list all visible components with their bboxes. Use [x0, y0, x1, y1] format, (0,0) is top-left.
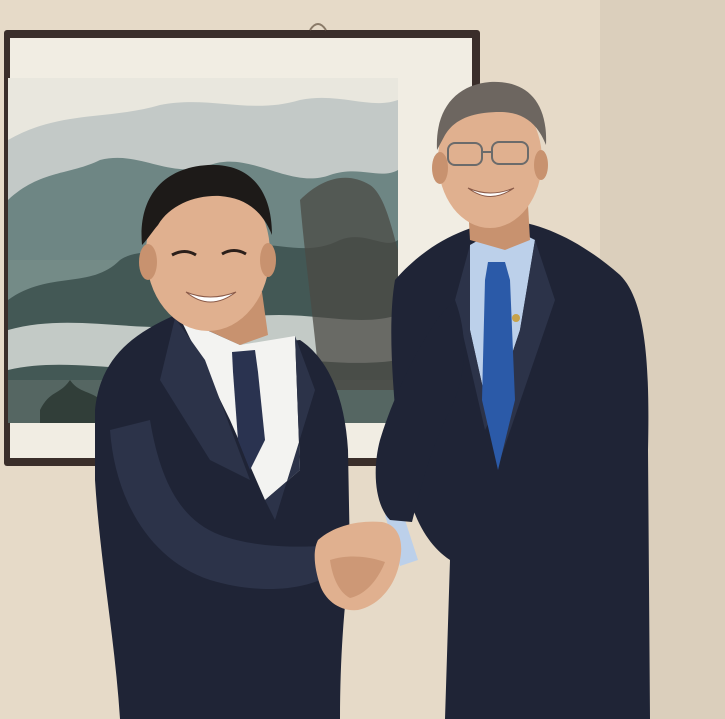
person-left-ear-left: [139, 244, 157, 280]
person-right-face: [438, 92, 542, 228]
person-left-tie: [232, 350, 265, 470]
person-left-lapel-left: [160, 318, 250, 480]
person-left-smile: [185, 291, 237, 303]
person-left-arm: [110, 420, 338, 590]
person-right-hair: [436, 81, 547, 150]
person-right-lapel-left: [455, 245, 490, 430]
person-left: [95, 164, 350, 719]
person-right-tie: [482, 262, 515, 470]
handshake: [110, 300, 465, 611]
lapel-pin: [512, 314, 520, 322]
person-left-ear-right: [260, 243, 276, 277]
person-right-smile: [467, 187, 515, 197]
frame-hook: [309, 23, 327, 31]
person-left-lapel-right: [265, 336, 315, 520]
painting-trees: [40, 380, 110, 423]
hand-clasp-shadow: [330, 556, 385, 598]
person-left-hair: [141, 164, 272, 245]
person-right-arm: [375, 300, 465, 522]
person-right-ear-right: [534, 150, 548, 180]
painting-cliff-right: [300, 177, 398, 390]
person-left-face: [146, 175, 270, 331]
person-right-ear-left: [432, 152, 448, 184]
person-left-eye-left: [171, 250, 197, 257]
person-left-eye-right: [221, 249, 247, 256]
glasses-icon: [447, 141, 529, 166]
